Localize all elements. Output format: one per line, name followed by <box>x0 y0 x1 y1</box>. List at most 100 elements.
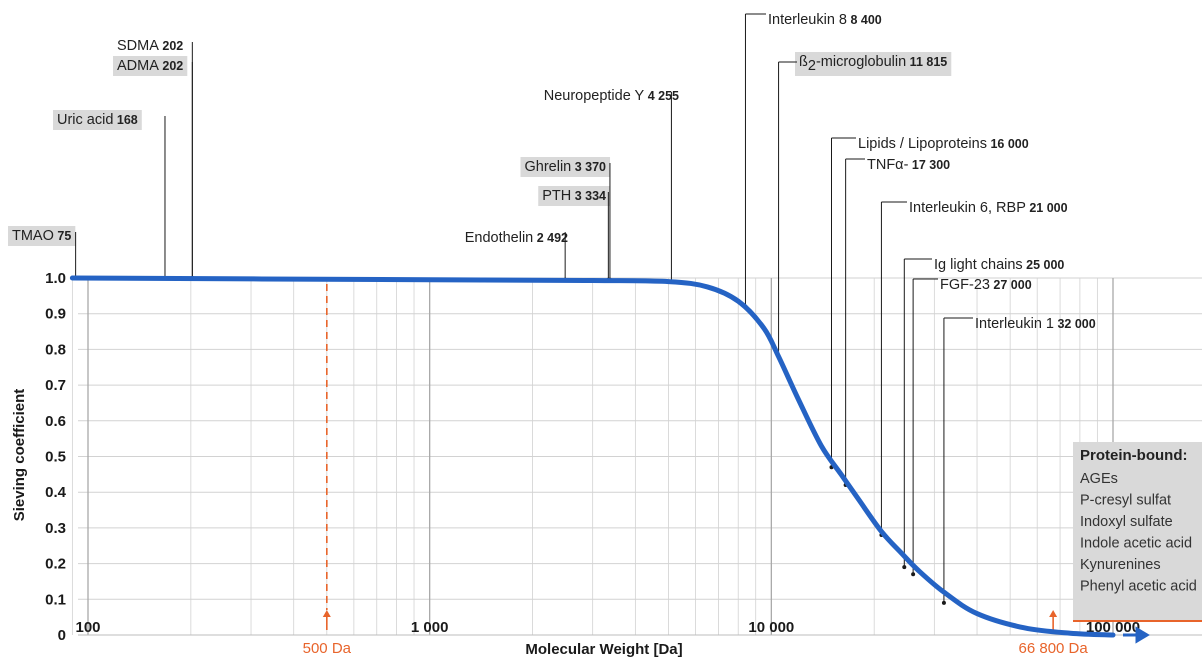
marker-name: ß <box>799 54 808 70</box>
marker-value: 4 255 <box>644 89 679 103</box>
protein-bound-item: Kynurenines <box>1080 557 1161 573</box>
marker-value: 32 000 <box>1054 317 1096 331</box>
marker-label: Interleukin 6, RBP 21 000 <box>909 200 1068 216</box>
marker-value: 16 000 <box>987 137 1029 151</box>
marker-value: 11 815 <box>906 55 947 69</box>
marker-uric-acid: Uric acid 168 <box>53 110 167 280</box>
marker-label: ß2-microglobulin 11 815 <box>799 54 947 74</box>
marker-label: ADMA 202 <box>117 58 183 74</box>
y-tick-label: 0.4 <box>45 484 67 501</box>
marker-point <box>902 565 907 570</box>
marker-label: Endothelin 2 492 <box>465 230 568 246</box>
marker-highlight-box <box>795 52 952 76</box>
marker-microglobulin: ß2-microglobulin 11 815 <box>776 52 952 359</box>
marker-point <box>911 572 916 577</box>
marker-name: Ig light chains <box>934 257 1023 273</box>
marker-interleukin-1: Interleukin 1 32 000 <box>941 316 1096 605</box>
x-tick-label: 100 <box>75 619 100 636</box>
x-axis-label: Molecular Weight [Da] <box>525 641 682 658</box>
marker-fgf-23: FGF-23 27 000 <box>911 277 1032 577</box>
marker-value: 8 400 <box>847 13 882 27</box>
cutoff-arrow-head <box>322 610 331 617</box>
marker-interleukin-8: Interleukin 8 8 400 <box>743 12 882 309</box>
marker-value: 202 <box>159 59 183 73</box>
axes: 0 0.1 0.2 0.3 0.4 0.5 0.6 0.7 0.8 0.9 1.0 100 1 000 1… <box>45 270 1202 644</box>
marker-tmao: TMAO 75 <box>8 226 78 280</box>
curve-arrow-head <box>1123 626 1150 644</box>
marker-value: 3 370 <box>571 160 606 174</box>
marker-label: Neuropeptide Y 4 255 <box>544 88 679 104</box>
protein-bound-item: Indoxyl sulfate <box>1080 514 1173 530</box>
marker-pth: PTH 3 334 <box>538 186 611 282</box>
marker-highlight-box <box>113 56 188 76</box>
marker-name: Interleukin 8 <box>768 12 847 28</box>
marker-ghrelin: Ghrelin 3 370 <box>520 157 612 282</box>
marker-value: 27 000 <box>990 278 1032 292</box>
marker-lipids-lipoproteins: Lipids / Lipoproteins 16 000 <box>829 136 1029 470</box>
marker-value: 3 334 <box>571 189 606 203</box>
y-tick-label: 1.0 <box>45 270 66 287</box>
marker-value: 75 <box>54 229 71 243</box>
marker-name: TNFα- <box>867 157 909 173</box>
marker-tnf: TNFα- 17 300 <box>843 157 950 488</box>
marker-value: 2 492 <box>533 231 568 245</box>
marker-label: Interleukin 1 32 000 <box>975 316 1096 332</box>
marker-adma: ADMA 202 <box>113 56 195 280</box>
marker-label: Ghrelin 3 370 <box>524 159 606 175</box>
protein-bound-box: Protein-bound: AGEs P-cresyl sulfat Indoxyl… <box>1073 442 1202 622</box>
y-tick-label: 0.1 <box>45 591 66 608</box>
cutoff-label: 500 Da <box>303 640 352 657</box>
marker-name: PTH <box>542 188 571 204</box>
marker-name: SDMA <box>117 38 159 54</box>
marker-highlight-box <box>520 157 611 177</box>
marker-name: Neuropeptide Y <box>544 88 645 104</box>
marker-value: 17 300 <box>908 158 950 172</box>
marker-name: FGF-23 <box>940 277 990 293</box>
protein-bound-bg <box>1073 442 1202 620</box>
marker-name: TMAO <box>12 228 54 244</box>
marker-label: TNFα- 17 300 <box>867 157 950 173</box>
marker-name-sub: 2 <box>808 58 816 74</box>
y-tick-label: 0.2 <box>45 556 66 573</box>
marker-sdma: SDMA 202 <box>117 38 195 280</box>
cutoff-label: 66 800 Da <box>1019 640 1089 657</box>
marker-name: Ghrelin <box>524 159 571 175</box>
marker-label: Lipids / Lipoproteins 16 000 <box>858 136 1029 152</box>
marker-value: 21 000 <box>1026 201 1068 215</box>
marker-name-rest: -microglobulin <box>816 54 906 70</box>
x-tick-label: 1 000 <box>411 619 449 636</box>
marker-name: Interleukin 6, RBP <box>909 200 1026 216</box>
cutoffs: 500 Da 66 800 Da <box>303 284 1089 657</box>
cutoff-arrow-head <box>1049 610 1058 617</box>
protein-bound-item: AGEs <box>1080 471 1118 487</box>
protein-bound-item: Indole acetic acid <box>1080 536 1192 552</box>
sieving-curve <box>69 275 1116 638</box>
marker-label: TMAO 75 <box>12 228 71 244</box>
marker-value: 25 000 <box>1023 258 1065 272</box>
marker-label: SDMA 202 <box>117 38 183 54</box>
marker-neuropeptide-y: Neuropeptide Y 4 255 <box>544 88 679 284</box>
marker-label: Interleukin 8 8 400 <box>768 12 882 28</box>
y-tick-label: 0.5 <box>45 449 66 466</box>
marker-name: ADMA <box>117 58 159 74</box>
x-tick-label: 100 000 <box>1086 619 1140 636</box>
marker-ig-light-chains: Ig light chains 25 000 <box>902 257 1065 570</box>
protein-bound-item: Phenyl acetic acid <box>1080 579 1197 595</box>
marker-highlight-box <box>53 110 142 130</box>
marker-name: Lipids / Lipoproteins <box>858 136 987 152</box>
marker-value: 168 <box>113 113 137 127</box>
y-tick-label: 0.3 <box>45 520 66 537</box>
marker-name: Endothelin <box>465 230 534 246</box>
curve-layer <box>69 275 1150 644</box>
y-tick-label: 0 <box>58 627 66 644</box>
marker-endothelin: Endothelin 2 492 <box>465 230 568 282</box>
y-tick-label: 0.8 <box>45 341 66 358</box>
marker-value: 202 <box>159 39 183 53</box>
marker-highlight-box <box>8 226 76 246</box>
marker-label: PTH 3 334 <box>542 188 606 204</box>
y-tick-label: 0.6 <box>45 413 66 430</box>
protein-bound-item: P-cresyl sulfat <box>1080 493 1171 509</box>
protein-bound-title: Protein-bound: <box>1080 447 1187 464</box>
